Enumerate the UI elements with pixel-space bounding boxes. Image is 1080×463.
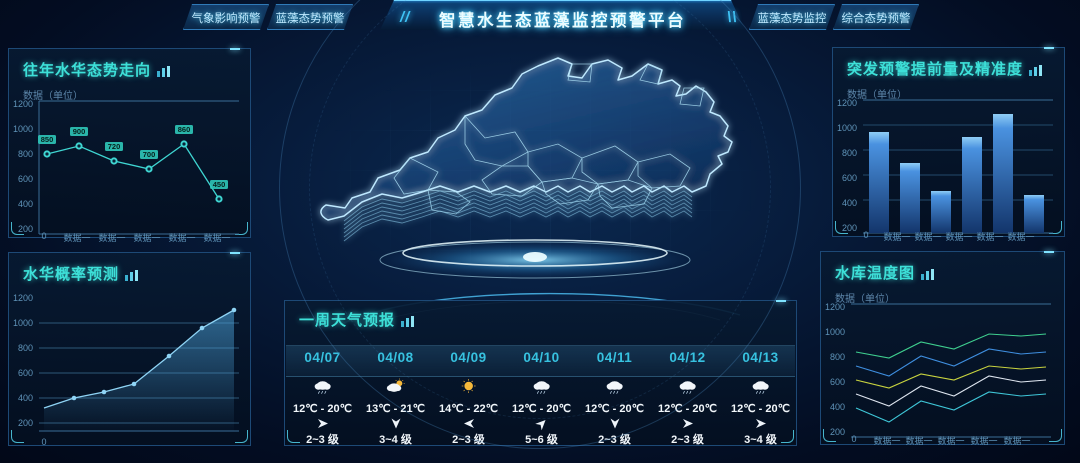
- svg-text:850: 850: [41, 135, 54, 144]
- svg-text:900: 900: [73, 127, 86, 136]
- svg-text:860: 860: [178, 125, 191, 134]
- svg-text:450: 450: [213, 180, 226, 189]
- svg-text:700: 700: [143, 150, 156, 159]
- svg-text:720: 720: [108, 142, 121, 151]
